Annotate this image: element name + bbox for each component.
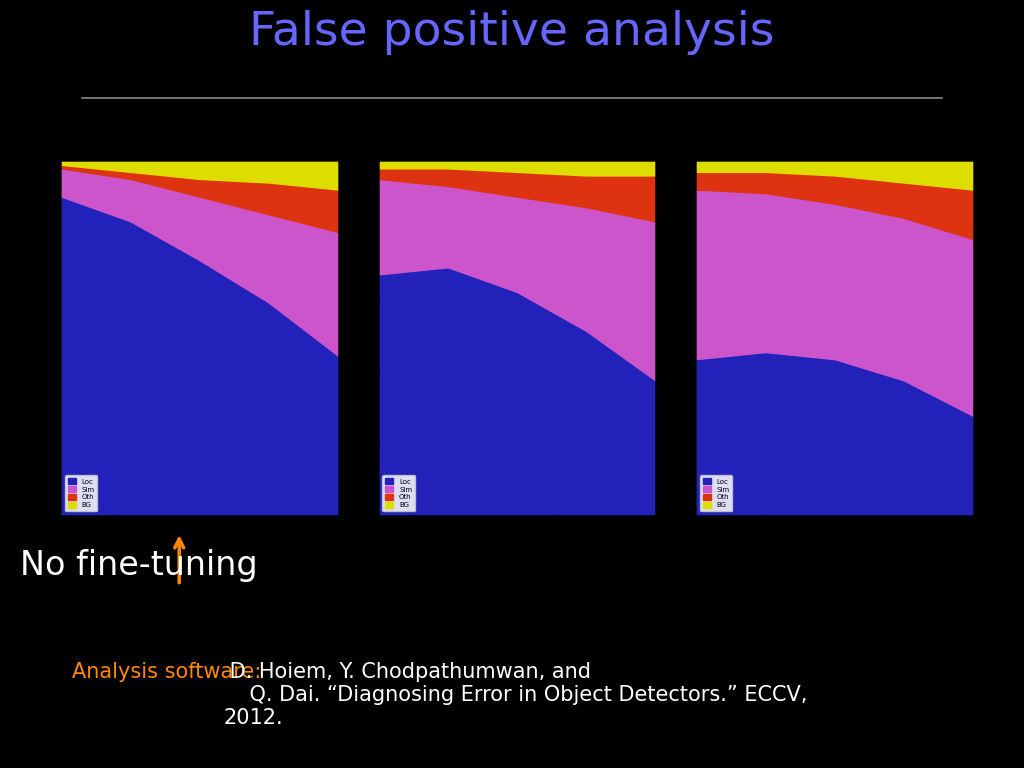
Text: False positive analysis: False positive analysis [249,10,775,55]
Text: No fine-tuning: No fine-tuning [20,549,258,581]
Y-axis label: percentage of each type: percentage of each type [22,286,31,389]
X-axis label: total false positives: total false positives [794,548,876,558]
X-axis label: total false positives: total false positives [159,548,241,558]
Title: R-CNN FT 107 88 animals: R-CNN FT 107 88 animals [772,151,897,161]
Text: D. Hoiem, Y. Chodpathumwan, and
    Q. Dai. “Diagnosing Error in Object Detector: D. Hoiem, Y. Chodpathumwan, and Q. Dai. … [223,661,808,728]
Title: R-CNN FT 107 animals: R-CNN FT 107 animals [463,151,571,161]
Legend: Loc, Sim, Oth, BG: Loc, Sim, Oth, BG [699,475,732,511]
Title: R-CNN 106 animals: R-CNN 106 animals [153,151,247,161]
X-axis label: total false positives: total false positives [476,548,558,558]
Legend: Loc, Sim, Oth, BG: Loc, Sim, Oth, BG [382,475,415,511]
Text: Analysis software:: Analysis software: [72,661,261,681]
Legend: Loc, Sim, Oth, BG: Loc, Sim, Oth, BG [65,475,97,511]
